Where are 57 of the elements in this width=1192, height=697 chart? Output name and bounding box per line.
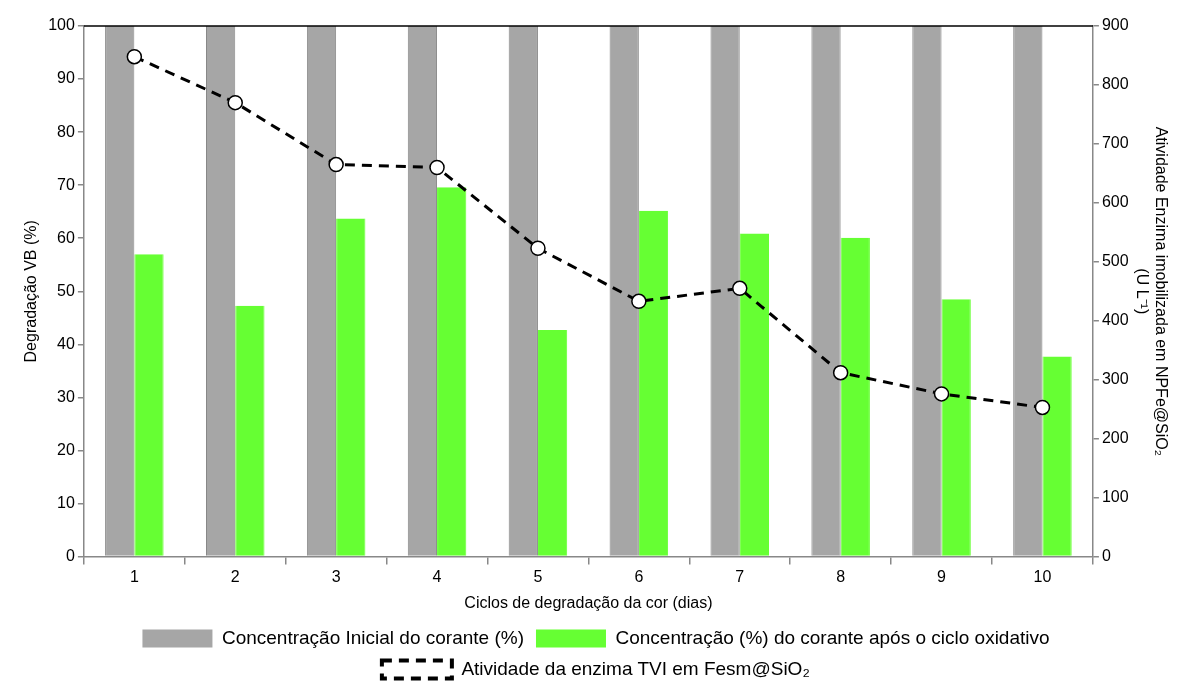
point (227, 94, 243, 111)
y-tick-label: 0 (65, 547, 75, 565)
x-tick-label: 5 (533, 567, 543, 585)
bar (840, 237, 870, 556)
y-tick-label: 20 (57, 440, 75, 458)
point (1034, 399, 1051, 416)
y2-tick-label: 100 (1101, 488, 1129, 506)
y-tick-label: 50 (57, 281, 75, 299)
y-tick-label: 60 (57, 228, 75, 246)
point (530, 240, 546, 257)
y2-tick-label: 800 (1101, 75, 1129, 93)
bar (134, 254, 164, 556)
x-tick-label: 8 (836, 567, 846, 585)
y2-tick-label: 700 (1101, 134, 1129, 152)
y2-tick-label: 600 (1101, 193, 1129, 211)
bar (336, 218, 366, 556)
x-axis-title: Ciclos de degradação da cor (dias) (464, 593, 713, 611)
legend-label: Atividade da enzima TVI em Fesm@SiO₂ (461, 657, 810, 679)
bar (437, 187, 467, 556)
y2-axis-title: Atividade Enzima imobilizada em NPFe@SiO₂ (U L⁻¹) (1133, 126, 1170, 456)
x-tick-label: 9 (937, 567, 947, 585)
y-tick-label: 10 (57, 493, 75, 511)
y-tick-label: 90 (57, 69, 75, 87)
legend-label: Concentração (%) do corante após o ciclo oxidativo (615, 626, 1050, 648)
bar (941, 299, 971, 556)
point (933, 386, 950, 402)
x-tick-label: 4 (432, 567, 442, 585)
bar (1042, 356, 1072, 556)
point (732, 280, 748, 297)
bar (235, 305, 265, 556)
x-tick-label: 2 (230, 567, 240, 585)
bar (537, 330, 568, 556)
point (429, 159, 445, 176)
y-axis-title: Degradação VB (%) (22, 220, 40, 363)
y-tick-label: 100 (48, 16, 75, 34)
y-tick-label: 70 (57, 175, 75, 193)
x-tick-label: 10 (1033, 567, 1052, 585)
y2-tick-label: 900 (1101, 16, 1129, 34)
y-tick-label: 30 (57, 387, 75, 405)
point (832, 364, 849, 381)
y2-tick-label: 400 (1101, 311, 1129, 329)
legend-label: Concentração Inicial do corante (%) (221, 626, 524, 648)
point (126, 48, 143, 65)
y2-tick-label: 0 (1101, 547, 1111, 565)
point (631, 293, 647, 310)
bar (739, 233, 770, 556)
point (328, 156, 344, 173)
y2-tick-label: 300 (1101, 370, 1129, 388)
y-tick-label: 40 (57, 334, 75, 352)
x-tick-label: 6 (634, 567, 644, 585)
x-tick-label: 3 (331, 567, 341, 585)
y-tick-label: 80 (57, 122, 75, 140)
y2-tick-label: 500 (1101, 252, 1129, 270)
x-tick-label: 1 (129, 567, 139, 585)
y2-tick-label: 200 (1101, 429, 1129, 447)
x-tick-label: 7 (735, 567, 745, 585)
bar (638, 210, 669, 556)
